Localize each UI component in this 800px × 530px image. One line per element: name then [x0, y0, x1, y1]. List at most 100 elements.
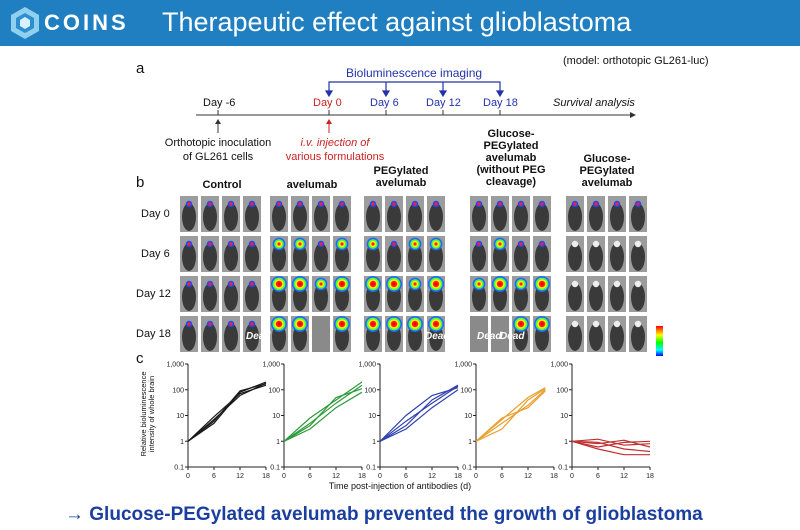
y-tick-label: 1,000	[454, 362, 472, 369]
logo-text: COINS	[44, 10, 129, 35]
series-line	[571, 438, 651, 446]
bioluminescence-signal	[298, 242, 302, 246]
bioluminescence-signal	[498, 242, 502, 246]
series-line	[571, 440, 651, 453]
mouse-silhouette	[568, 283, 582, 311]
bioluminescence-signal	[613, 320, 621, 328]
series-line	[379, 387, 459, 442]
x-tick-label: 18	[550, 473, 558, 480]
bioluminescence-signal	[298, 282, 302, 286]
y-tick-label: 100	[172, 387, 184, 394]
y-tick-label: 100	[268, 387, 280, 394]
y-tick-label: 0.1	[174, 465, 184, 472]
bioluminescence-signal	[392, 242, 396, 246]
bioluminescence-signal	[277, 282, 281, 286]
mouse-silhouette	[589, 283, 603, 311]
mouse-silhouette	[314, 243, 328, 271]
group-header-pegylated: PEGylated avelumab	[373, 165, 429, 189]
bioluminescence-signal	[277, 202, 281, 206]
group-header-control: Control	[202, 179, 242, 191]
timeline-arrowhead	[630, 112, 636, 118]
bioluminescence-signal	[250, 242, 254, 246]
bioluminescence-signal	[340, 242, 344, 246]
mouse-silhouette	[224, 283, 238, 311]
bioluminescence-signal	[371, 282, 375, 286]
bioluminescence-signal	[187, 202, 191, 206]
y-tick-label: 0.1	[558, 465, 568, 472]
mouse-silhouette	[335, 203, 349, 231]
mouse-silhouette	[387, 203, 401, 231]
mouse-silhouette	[568, 203, 582, 231]
bioluminescence-signal	[392, 282, 396, 286]
dead-label: Dead	[500, 331, 525, 342]
mouse-silhouette	[610, 243, 624, 271]
mouse-silhouette	[408, 203, 422, 231]
bioluminescence-signal	[319, 282, 323, 286]
bioluminescence-signal	[634, 280, 642, 288]
x-tick-label: 18	[454, 473, 462, 480]
mouse-silhouette	[245, 243, 259, 271]
mouse-silhouette	[589, 323, 603, 351]
mouse-silhouette	[203, 243, 217, 271]
bioluminescence-signal	[519, 202, 523, 206]
coins-logo-icon	[11, 7, 39, 39]
y-tick-label: 10	[368, 413, 376, 420]
y-tick-label: 1	[180, 439, 184, 446]
y-tick-label: 0.1	[270, 465, 280, 472]
series-line	[283, 381, 363, 442]
y-tick-label: 100	[460, 387, 472, 394]
y-tick-label: 1	[372, 439, 376, 446]
mouse-silhouette	[631, 243, 645, 271]
mouse-silhouette	[314, 203, 328, 231]
mouse-silhouette	[610, 283, 624, 311]
group-header-glucose-peg-uncleaved: Glucose- PEGylated avelumab (without PEG…	[476, 128, 546, 188]
bioluminescence-signal	[519, 242, 523, 246]
series-line	[475, 389, 546, 442]
y-tick-label: 10	[176, 413, 184, 420]
bioluminescence-signal	[540, 322, 544, 326]
mouse-silhouette	[335, 243, 349, 271]
y-tick-label: 1	[468, 439, 472, 446]
bioluminescence-signal	[392, 322, 396, 326]
bioluminescence-signal	[592, 280, 600, 288]
x-tick-label: 12	[524, 473, 532, 480]
bioluminescence-signal	[277, 322, 281, 326]
mouse-silhouette	[272, 243, 286, 271]
mouse-silhouette	[203, 283, 217, 311]
mouse-silhouette	[272, 203, 286, 231]
series-line	[475, 388, 546, 442]
x-tick-label: 0	[474, 473, 478, 480]
mouse-silhouette	[631, 283, 645, 311]
mouse-silhouette	[408, 243, 422, 271]
mouse-silhouette	[245, 203, 259, 231]
series-line	[571, 440, 650, 456]
survival-analysis-label: Survival analysis	[553, 97, 635, 109]
mouse-silhouette	[224, 323, 238, 351]
bioluminescence-signal	[392, 202, 396, 206]
mouse-silhouette	[408, 283, 422, 311]
bioluminescence-signal	[340, 202, 344, 206]
bioluminescence-signal	[187, 242, 191, 246]
injection-text: i.v. injection of various formulations	[285, 137, 385, 163]
row-label-day6: Day 6	[141, 248, 170, 260]
y-tick-label: 10	[272, 413, 280, 420]
mouse-silhouette	[182, 203, 196, 231]
bioluminescence-signal	[540, 282, 544, 286]
timeline-day-12: Day 12	[426, 97, 461, 109]
x-tick-label: 6	[596, 473, 600, 480]
bioluminescence-signal	[250, 322, 254, 326]
y-tick-label: 100	[556, 387, 568, 394]
mouse-silhouette	[245, 283, 259, 311]
y-tick-label: 10	[464, 413, 472, 420]
dead-label: Dead	[246, 331, 271, 342]
mouse-silhouette	[610, 323, 624, 351]
bioluminescence-signal	[434, 322, 438, 326]
panel-b-label: b	[136, 174, 145, 191]
series-line	[283, 384, 363, 442]
dead-mouse-tile	[491, 316, 509, 352]
bioluminescence-signal	[298, 322, 302, 326]
bioluminescence-signal	[434, 202, 438, 206]
chart-axes	[379, 364, 458, 468]
mouse-silhouette	[568, 243, 582, 271]
